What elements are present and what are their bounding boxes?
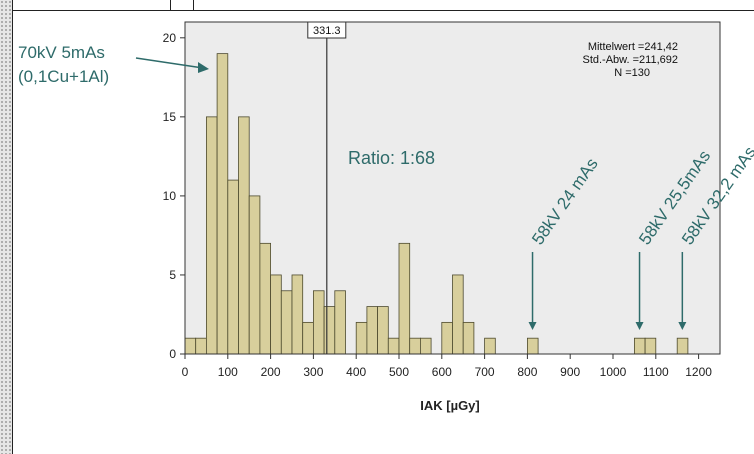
x-axis-label: IAK [µGy] (420, 398, 480, 413)
histogram-bar (484, 337, 496, 355)
histogram-bar (366, 306, 378, 355)
histogram-bar (205, 116, 218, 355)
histogram-bar (238, 116, 250, 355)
annotation-arrowhead (635, 322, 644, 330)
histogram-bar (323, 306, 336, 355)
histogram-bar (291, 274, 304, 355)
histogram-bar (227, 179, 239, 355)
slide-frame (13, 10, 754, 454)
x-tick-label: 1100 (643, 365, 669, 379)
annotation-70kv-arrowhead (198, 62, 209, 73)
histogram-bar (280, 290, 293, 355)
histogram-bar (676, 337, 689, 355)
histogram-bar (452, 274, 464, 355)
histogram-bar (441, 321, 453, 355)
x-tick-label: 400 (346, 365, 366, 379)
annotation-70kv: 70kV 5mAs (18, 43, 105, 62)
histogram-bar (634, 337, 646, 355)
y-tick-label: 5 (169, 268, 176, 282)
annotation-arrowhead (678, 322, 687, 330)
x-tick-label: 600 (432, 365, 452, 379)
x-tick-label: 1200 (685, 365, 712, 379)
x-tick-label: 500 (389, 365, 409, 379)
histogram-bar (377, 306, 389, 355)
annotation-70kv-arrow (135, 57, 204, 69)
stats-mean: Mittelwert =241,42 (588, 41, 678, 53)
stats-sd: Std.-Abw. =211,692 (582, 54, 678, 66)
y-tick-label: 0 (169, 347, 176, 361)
x-tick-label: 900 (560, 365, 580, 379)
stats-n: N =130 (614, 67, 650, 79)
x-tick-label: 100 (218, 365, 238, 379)
histogram-bar (334, 290, 346, 355)
histogram-bar (355, 321, 368, 355)
histogram-bar (409, 337, 421, 355)
x-tick-label: 300 (303, 365, 323, 379)
y-tick-label: 15 (163, 110, 177, 124)
y-tick-label: 20 (163, 31, 177, 45)
histogram-bar (216, 53, 229, 355)
x-tick-label: 1000 (600, 365, 627, 379)
x-tick-label: 800 (517, 365, 537, 379)
annotation-filter: (0,1Cu+1Al) (18, 67, 109, 86)
y-tick-label: 10 (163, 189, 177, 203)
histogram-bar (387, 337, 400, 355)
x-tick-label: 700 (475, 365, 495, 379)
dotted-side-strip (0, 0, 13, 454)
annotation-arrowhead (528, 322, 537, 330)
reference-line-label: 331.3 (313, 25, 341, 37)
histogram-bar (462, 321, 475, 355)
histogram-bar (270, 274, 282, 355)
histogram-bar (259, 242, 271, 355)
reference-line-label-box (307, 21, 347, 39)
histogram-bar (184, 337, 197, 355)
histogram-bar (195, 337, 207, 355)
x-tick-label: 200 (261, 365, 281, 379)
histogram-bar (398, 242, 411, 355)
histogram-bar (312, 290, 325, 355)
histogram-bar (644, 337, 657, 355)
histogram-bar (419, 337, 432, 355)
histogram-bar (248, 195, 261, 355)
histogram-bar (527, 337, 539, 355)
histogram-bar (302, 321, 314, 355)
x-tick-label: 0 (182, 365, 189, 379)
ratio-label: Ratio: 1:68 (348, 148, 435, 168)
